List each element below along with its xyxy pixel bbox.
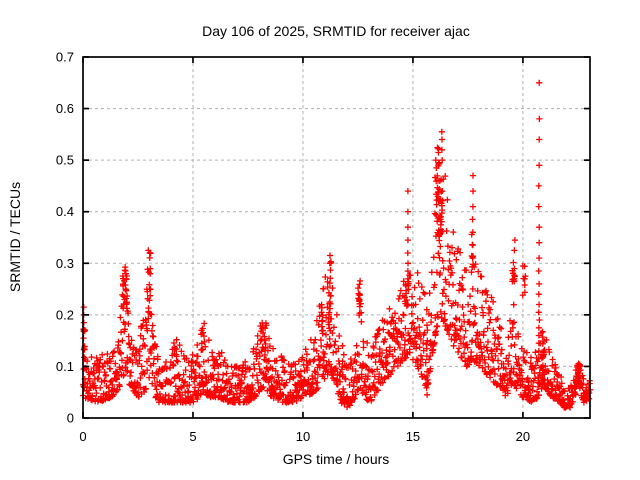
tick-label: 0.3 [56,256,74,271]
tick-label: 20 [516,429,530,444]
tick-label: 0.7 [56,50,74,65]
x-axis-label: GPS time / hours [283,451,390,467]
tick-label: 15 [406,429,420,444]
tick-label: 5 [189,429,196,444]
tick-label: 0.6 [56,101,74,116]
y-axis-label: SRMTID / TECUs [7,182,23,292]
tick-label: 0.5 [56,153,74,168]
tick-label: 0.4 [56,204,74,219]
tick-label: 0.2 [56,307,74,322]
x-tick-labels: 0 5 10 15 20 [79,429,530,444]
chart-title: Day 106 of 2025, SRMTID for receiver aja… [202,23,470,39]
tick-label: 0.1 [56,359,74,374]
tick-label: 0 [79,429,86,444]
tick-label: 0 [67,411,74,426]
y-tick-labels: 0 0.1 0.2 0.3 0.4 0.5 0.6 0.7 [56,50,74,426]
tick-label: 10 [296,429,310,444]
plot-border [82,56,591,419]
